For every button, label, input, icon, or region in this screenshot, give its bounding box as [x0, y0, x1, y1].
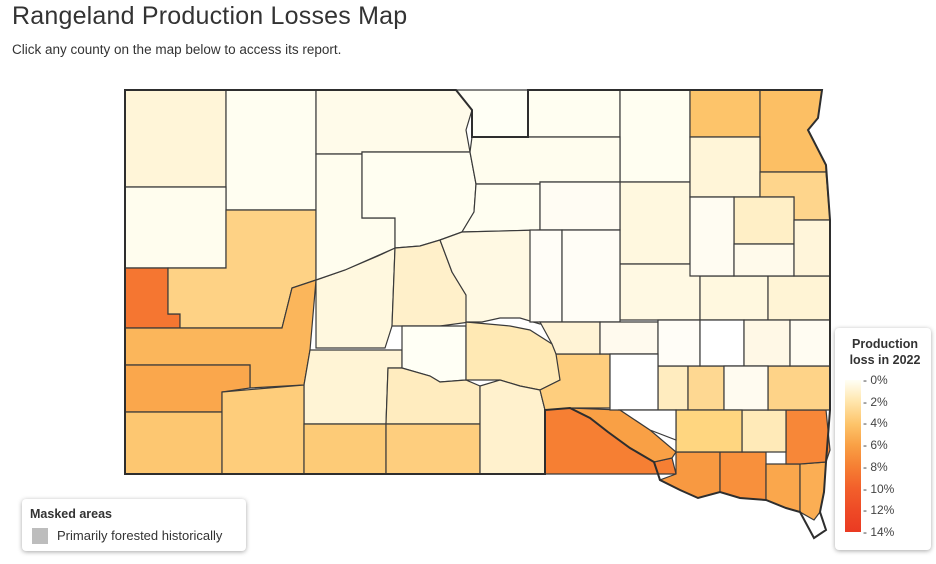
- county-f4[interactable]: [689, 196, 735, 277]
- legend-tick-label: - 0%: [863, 373, 888, 387]
- county-n5[interactable]: [527, 89, 621, 138]
- legend: Production loss in 2022 - 0% - 2% - 4% - 6%…: [835, 328, 931, 550]
- legend-tick-label: - 14%: [863, 525, 895, 539]
- county-n3[interactable]: [315, 89, 473, 155]
- county-nw[interactable]: [124, 89, 227, 188]
- county-f16[interactable]: [618, 409, 677, 441]
- legend-tick-label: - 2%: [863, 394, 888, 409]
- legend-tick-label: - 10%: [863, 481, 895, 496]
- county-s3[interactable]: [385, 423, 481, 475]
- county-c4[interactable]: [469, 136, 621, 185]
- county-w7[interactable]: [124, 411, 223, 475]
- county-f5[interactable]: [733, 243, 795, 277]
- county-f6[interactable]: [793, 219, 831, 277]
- county-f7[interactable]: [538, 321, 601, 355]
- county-f2[interactable]: [529, 229, 563, 323]
- county-f11[interactable]: [743, 319, 791, 367]
- county-f13[interactable]: [609, 353, 659, 411]
- state-border: [124, 89, 831, 540]
- masked-areas-label: Primarily forested historically: [57, 528, 223, 543]
- legend-tick-label: - 6%: [863, 438, 888, 453]
- county-e7[interactable]: [767, 275, 831, 321]
- county-f8[interactable]: [599, 321, 659, 355]
- county-s1[interactable]: [221, 384, 305, 475]
- legend-color-ramp: [845, 380, 861, 532]
- page-title: Rangeland Production Losses Map: [12, 2, 408, 30]
- masked-areas-legend: Masked areas Primarily forested historic…: [22, 499, 246, 551]
- county-n6[interactable]: [619, 89, 691, 183]
- county-s4[interactable]: [479, 379, 546, 475]
- county-f10[interactable]: [699, 319, 745, 367]
- county-f1[interactable]: [539, 181, 621, 231]
- county-e12[interactable]: [767, 365, 831, 411]
- county-ne1[interactable]: [689, 89, 761, 138]
- county-f3[interactable]: [561, 229, 621, 323]
- county-s11[interactable]: [785, 409, 831, 465]
- county-n2[interactable]: [225, 89, 317, 211]
- legend-title: Production loss in 2022: [841, 336, 929, 368]
- county-e4[interactable]: [733, 196, 795, 245]
- county-f15[interactable]: [675, 409, 743, 453]
- masked-areas-title: Masked areas: [30, 507, 113, 521]
- county-e5[interactable]: [619, 263, 701, 321]
- county-e2[interactable]: [689, 136, 761, 198]
- county-e1[interactable]: [619, 181, 691, 265]
- county-s9[interactable]: [765, 463, 801, 513]
- county-f14[interactable]: [723, 365, 769, 411]
- legend-title-line2: loss in 2022: [849, 353, 921, 367]
- county-e11[interactable]: [741, 409, 787, 453]
- county-ne2[interactable]: [759, 89, 827, 173]
- county-s10[interactable]: [799, 461, 827, 521]
- county-s8[interactable]: [719, 451, 767, 501]
- county-f12[interactable]: [789, 319, 831, 367]
- county-e6[interactable]: [699, 275, 769, 321]
- page-subtitle: Click any county on the map below to acc…: [12, 42, 342, 57]
- county-e10[interactable]: [687, 365, 725, 411]
- legend-tick-label: - 4%: [863, 416, 888, 431]
- county-f9[interactable]: [657, 319, 701, 367]
- legend-title-line1: Production: [852, 337, 918, 351]
- legend-tick-label: - 12%: [863, 503, 895, 518]
- legend-tick-label: - 8%: [863, 459, 888, 474]
- county-s2[interactable]: [303, 423, 387, 475]
- county-e9[interactable]: [657, 365, 689, 411]
- masked-areas-swatch: [32, 528, 48, 544]
- county-w2[interactable]: [124, 186, 227, 269]
